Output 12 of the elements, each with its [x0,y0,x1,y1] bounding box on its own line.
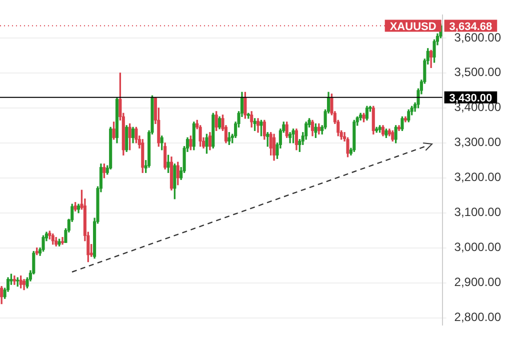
y-tick-label: 3,600.00 [454,30,502,44]
y-tick-label: 3,500.00 [454,65,502,80]
y-tick-label: 2,800.00 [454,310,502,324]
candlestick [12,275,16,285]
y-tick-label: 3,300.00 [454,135,502,150]
y-tick-label: 3,100.00 [454,205,502,220]
ref-line-label: 3,634.68 [449,20,492,33]
ref-line-label: 3,430.00 [449,92,492,104]
y-tick-label: 3,000.00 [454,240,502,254]
y-tick-label: 2,900.00 [454,275,502,290]
text: XAUUSD [390,20,436,33]
y-tick-label: 3,200.00 [454,170,502,184]
